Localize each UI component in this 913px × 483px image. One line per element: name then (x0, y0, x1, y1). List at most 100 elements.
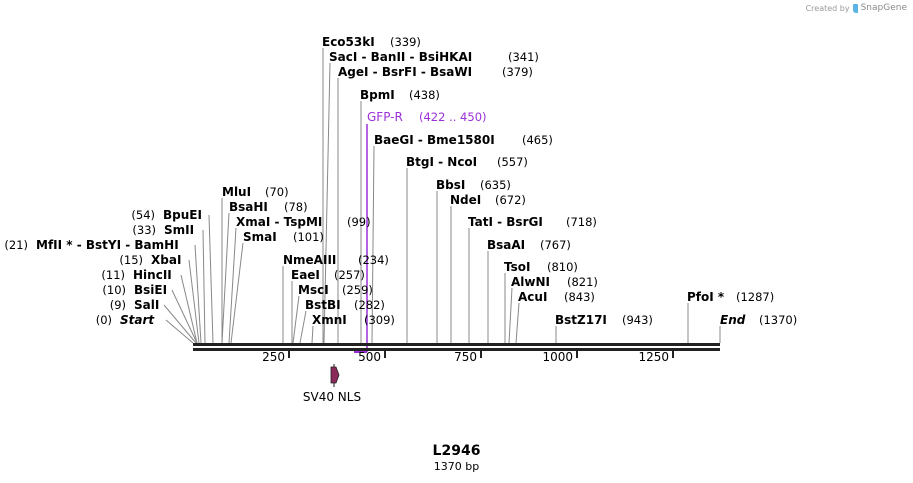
leader-lines (163, 48, 721, 344)
site-smli[interactable]: (33) SmII (132, 223, 194, 237)
svg-text:BsaAI: BsaAI (487, 238, 525, 252)
site-bpuei[interactable]: (54) BpuEI (131, 208, 202, 222)
axis-ticks (288, 351, 674, 358)
dna-backbone (193, 343, 720, 351)
site-eco53ki[interactable]: Eco53kI (339) (322, 35, 421, 49)
site-start[interactable]: (0) Start (96, 313, 156, 327)
site-acui[interactable]: AcuI (843) (518, 290, 595, 304)
svg-text:SalI: SalI (134, 298, 159, 312)
svg-text:SacI - BanII - BsiHKAI: SacI - BanII - BsiHKAI (329, 50, 472, 64)
svg-text:Start: Start (120, 313, 155, 327)
svg-text:(0): (0) (96, 313, 112, 327)
svg-text:HincII: HincII (133, 268, 172, 282)
site-mlui[interactable]: MluI (70) (222, 185, 289, 199)
svg-text:(257): (257) (334, 268, 365, 282)
primer-gfp-r-label[interactable]: GFP-R (422 .. 450) (367, 110, 487, 124)
svg-text:(70): (70) (265, 185, 289, 199)
site-hincii[interactable]: (11) HincII (101, 268, 171, 282)
svg-text:(465): (465) (522, 133, 553, 147)
site-bsiei[interactable]: (10) BsiEI (102, 283, 167, 297)
svg-text:(943): (943) (622, 313, 653, 327)
svg-text:BpmI: BpmI (360, 88, 395, 102)
svg-text:(718): (718) (566, 215, 597, 229)
svg-text:(78): (78) (284, 200, 308, 214)
site-eaei[interactable]: EaeI (257) (291, 268, 365, 282)
site-btgi-ncoi[interactable]: BtgI - NcoI (557) (406, 155, 528, 169)
svg-text:(422 .. 450): (422 .. 450) (419, 110, 487, 124)
site-bstz17i[interactable]: BstZ17I (943) (555, 313, 653, 327)
site-alwni[interactable]: AlwNI (821) (511, 275, 598, 289)
svg-text:(438): (438) (409, 88, 440, 102)
primer-gfp-r[interactable] (354, 124, 368, 353)
svg-text:(843): (843) (564, 290, 595, 304)
svg-text:BsaHI: BsaHI (229, 200, 268, 214)
svg-text:AcuI: AcuI (518, 290, 547, 304)
site-tati-bsrgi[interactable]: TatI - BsrGI (718) (468, 215, 597, 229)
credit-brand: SnapGene (860, 3, 907, 13)
tick-1250: 1250 (638, 350, 669, 364)
site-tsoi[interactable]: TsoI (810) (504, 260, 578, 274)
svg-text:(379): (379) (502, 65, 533, 79)
site-smai[interactable]: SmaI (101) (243, 230, 324, 244)
site-msci[interactable]: MscI (259) (298, 283, 373, 297)
svg-text:XmaI - TspMI: XmaI - TspMI (236, 215, 322, 229)
site-bsaai[interactable]: BsaAI (767) (487, 238, 571, 252)
site-ndei[interactable]: NdeI (672) (450, 193, 526, 207)
svg-text:MscI: MscI (298, 283, 329, 297)
svg-text:MluI: MluI (222, 185, 251, 199)
site-sali[interactable]: (9) SalI (110, 298, 160, 312)
svg-text:(234): (234) (358, 253, 389, 267)
site-bsahi[interactable]: BsaHI (78) (229, 200, 308, 214)
site-xbai[interactable]: (15) XbaI (119, 253, 181, 267)
svg-text:(33): (33) (132, 223, 156, 237)
svg-text:(1287): (1287) (736, 290, 774, 304)
svg-text:(15): (15) (119, 253, 143, 267)
svg-text:XbaI: XbaI (151, 253, 181, 267)
svg-text:(341): (341) (508, 50, 539, 64)
svg-text:(339): (339) (390, 35, 421, 49)
svg-text:BtgI - NcoI: BtgI - NcoI (406, 155, 477, 169)
snapgene-logo-icon (852, 3, 858, 13)
svg-text:(282): (282) (354, 298, 385, 312)
site-bstbi[interactable]: BstBI (282) (305, 298, 385, 312)
svg-text:BstBI: BstBI (305, 298, 341, 312)
svg-text:SmII: SmII (164, 223, 194, 237)
svg-text:(11): (11) (101, 268, 125, 282)
site-xmni[interactable]: XmnI (309) (312, 313, 395, 327)
svg-text:(101): (101) (293, 230, 324, 244)
site-agei-bsrfi-bsawi[interactable]: AgeI - BsrFI - BsaWI (379) (338, 65, 533, 79)
svg-text:GFP-R: GFP-R (367, 110, 403, 124)
svg-text:NmeAIII: NmeAIII (283, 253, 336, 267)
site-bbsi[interactable]: BbsI (635) (436, 178, 511, 192)
svg-text:(767): (767) (540, 238, 571, 252)
site-mfli-bstyi-bamhi[interactable]: (21) MfII * - BstYI - BamHI (4, 238, 178, 252)
svg-text:End: End (720, 313, 746, 327)
site-nmeaiii[interactable]: NmeAIII (234) (283, 253, 389, 267)
map-length: 1370 bp (433, 460, 480, 473)
svg-text:(259): (259) (342, 283, 373, 297)
site-bpmi[interactable]: BpmI (438) (360, 88, 440, 102)
svg-text:MfII * - BstYI - BamHI: MfII * - BstYI - BamHI (36, 238, 179, 252)
feature-sv40-nls[interactable]: SV40 NLS (303, 364, 361, 404)
site-xmai-tspmi[interactable]: XmaI - TspMI (99) (236, 215, 371, 229)
snapgene-credit: Created by SnapGene (806, 3, 907, 13)
site-saci-banii-bsihkai[interactable]: SacI - BanII - BsiHKAI (341) (329, 50, 539, 64)
site-pfoi[interactable]: PfoI * (1287) (687, 290, 774, 304)
svg-text:NdeI: NdeI (450, 193, 481, 207)
svg-text:BsiEI: BsiEI (134, 283, 167, 297)
svg-text:(99): (99) (347, 215, 371, 229)
svg-text:(10): (10) (102, 283, 126, 297)
svg-text:(557): (557) (497, 155, 528, 169)
svg-text:(635): (635) (480, 178, 511, 192)
svg-text:(821): (821) (567, 275, 598, 289)
svg-text:(9): (9) (110, 298, 126, 312)
svg-text:AgeI - BsrFI - BsaWI: AgeI - BsrFI - BsaWI (338, 65, 472, 79)
svg-text:(21): (21) (4, 238, 28, 252)
tick-250: 250 (262, 350, 285, 364)
tick-500: 500 (358, 350, 381, 364)
site-baegi-bme1580i[interactable]: BaeGI - Bme1580I (465) (374, 133, 553, 147)
svg-text:BstZ17I: BstZ17I (555, 313, 607, 327)
site-end[interactable]: End (1370) (720, 313, 797, 327)
svg-text:EaeI: EaeI (291, 268, 320, 282)
